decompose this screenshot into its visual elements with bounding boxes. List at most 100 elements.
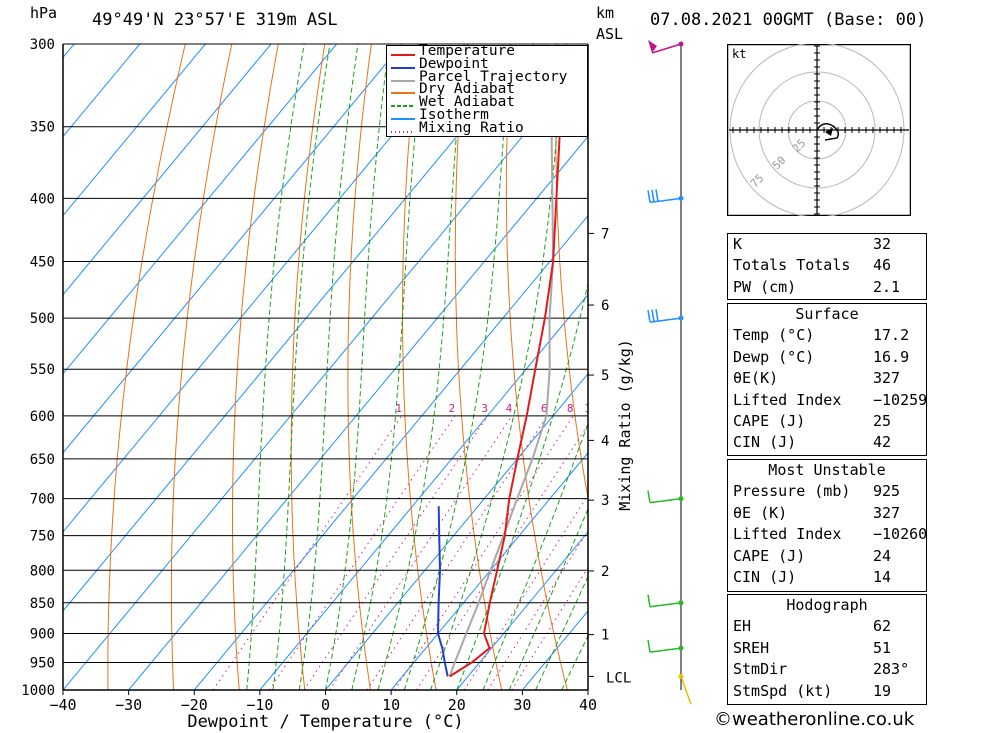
table-row: CAPE (J) 25: [728, 411, 926, 432]
x-tick-label: −20: [181, 696, 208, 714]
legend-item: Temperature: [387, 44, 587, 60]
row-value: 16.9: [873, 347, 910, 366]
km-tick-label: 3: [601, 493, 609, 509]
row-label: Lifted Index: [733, 390, 842, 409]
legend-swatch: [391, 66, 415, 69]
table-row: Lifted Index −10259: [728, 390, 927, 411]
index-value: 32: [873, 235, 892, 253]
row-value: 42: [873, 433, 892, 452]
pressure-tick-label: 600: [30, 409, 55, 425]
isotherm-line: [325, 372, 588, 690]
wet-adiabat-line: [246, 44, 305, 690]
km-tick-label: 7: [601, 226, 609, 242]
wind-barb-flag: [648, 40, 657, 53]
mixing-ratio-line: [366, 415, 548, 690]
indices-table: K 32 Totals Totals 46 PW (cm) 2.1: [727, 233, 927, 300]
legend-label: Parcel Trajectory: [419, 68, 568, 85]
mixing-ratio-label: 2: [449, 402, 456, 415]
mixing-ratio-label: 8: [567, 402, 574, 415]
dry-adiabat-line: [454, 44, 503, 690]
table-row: StmDir 283°: [728, 659, 926, 680]
table-row: CAPE (J) 24: [728, 546, 926, 567]
table-row: Dewp (°C) 16.9: [728, 347, 926, 368]
dewpoint-line: [436, 506, 449, 677]
table-row: Temp (°C) 17.2: [728, 325, 926, 346]
legend-swatch: [391, 79, 415, 82]
row-label: StmDir: [733, 660, 788, 679]
dry-adiabat-line: [402, 44, 437, 690]
table-row: CIN (J) 42: [728, 432, 926, 453]
isotherm-line: [63, 44, 206, 217]
row-value: −10260: [873, 525, 928, 544]
mixing-ratio-label: 25: [674, 402, 687, 415]
row-value: 327: [873, 503, 901, 522]
index-row-k: K 32: [728, 234, 926, 255]
pressure-tick-label: 700: [30, 492, 55, 508]
chart-legend: Temperature Dewpoint Parcel Trajectory Dry …: [386, 44, 588, 137]
row-value: 14: [873, 567, 892, 586]
legend-swatch: [391, 105, 415, 108]
dry-adiabat-line: [555, 44, 588, 501]
wind-barb: [649, 647, 682, 653]
isotherm-line: [456, 531, 588, 690]
wind-barb: [649, 602, 682, 608]
wind-barb-tick: [647, 640, 651, 653]
dry-adiabat-line: [927, 26, 1000, 716]
index-label: PW (cm): [733, 277, 797, 296]
row-value: 51: [873, 638, 892, 657]
pressure-tick-label: 800: [30, 563, 55, 579]
table-row: CIN (J) 14: [728, 567, 926, 588]
isotherm-line: [63, 44, 141, 138]
row-value: 19: [873, 681, 892, 700]
legend-swatch: [391, 54, 415, 56]
index-value: 2.1: [873, 277, 901, 296]
index-value: 46: [873, 256, 892, 275]
wind-barb-tick: [655, 308, 659, 322]
table-row: StmSpd (kt) 19: [728, 681, 926, 702]
mixing-ratio-label: 6: [541, 402, 548, 415]
wet-adiabat-line: [403, 44, 511, 690]
row-value: 24: [873, 546, 892, 565]
hodograph-table-title: Hodograph: [786, 596, 868, 614]
index-label: K: [733, 235, 743, 253]
legend-item: Dewpoint: [387, 55, 587, 73]
most-unstable-title: Most Unstable: [768, 461, 886, 479]
index-row-pw: PW (cm) 2.1: [728, 277, 926, 298]
index-label: Totals Totals: [733, 256, 851, 275]
mixing-ratio-line: [329, 415, 513, 690]
km-tick-label: 4: [601, 433, 609, 449]
x-tick-label: 0: [321, 696, 330, 714]
wet-adiabat-line: [482, 421, 588, 690]
hodograph-trace: [816, 123, 840, 141]
wet-adiabat-line: [535, 575, 588, 690]
table-row: θE (K) 327: [728, 503, 926, 524]
isotherm-line: [63, 44, 469, 533]
wind-barb-tick: [651, 189, 655, 202]
x-tick-label: −10: [246, 696, 273, 714]
pressure-tick-label: 900: [30, 626, 55, 642]
km-tick-label: 1: [601, 628, 609, 644]
dry-adiabat-line: [290, 44, 326, 690]
table-row: Lifted Index −10260: [728, 524, 928, 545]
legend-label: Dewpoint: [419, 55, 489, 72]
wet-adiabat-line: [508, 507, 588, 690]
pressure-tick-label: 850: [30, 596, 55, 612]
row-label: CIN (J): [733, 567, 797, 586]
mixing-ratio-label: 3: [481, 402, 488, 415]
wind-barb: [649, 197, 682, 204]
isotherm-line: [63, 56, 588, 690]
isotherm-line: [63, 44, 338, 375]
row-label: CIN (J): [733, 433, 797, 452]
mixing-ratio-line: [415, 423, 588, 690]
pressure-tick-label: 350: [30, 120, 55, 136]
pressure-tick-label: 750: [30, 529, 55, 545]
hodograph-table: Hodograph EH 62 SREH 51 StmDir 283° StmSpd (kt…: [727, 594, 927, 705]
lcl-label: LCL: [606, 670, 631, 686]
mixing-ratio-axis-title: Mixing Ratio (g/kg): [616, 339, 634, 511]
x-tick-label: −40: [49, 696, 76, 714]
row-label: Dewp (°C): [733, 347, 815, 366]
legend-label: Wet Adiabat: [419, 94, 516, 111]
pressure-tick-label: 1000: [21, 683, 55, 699]
